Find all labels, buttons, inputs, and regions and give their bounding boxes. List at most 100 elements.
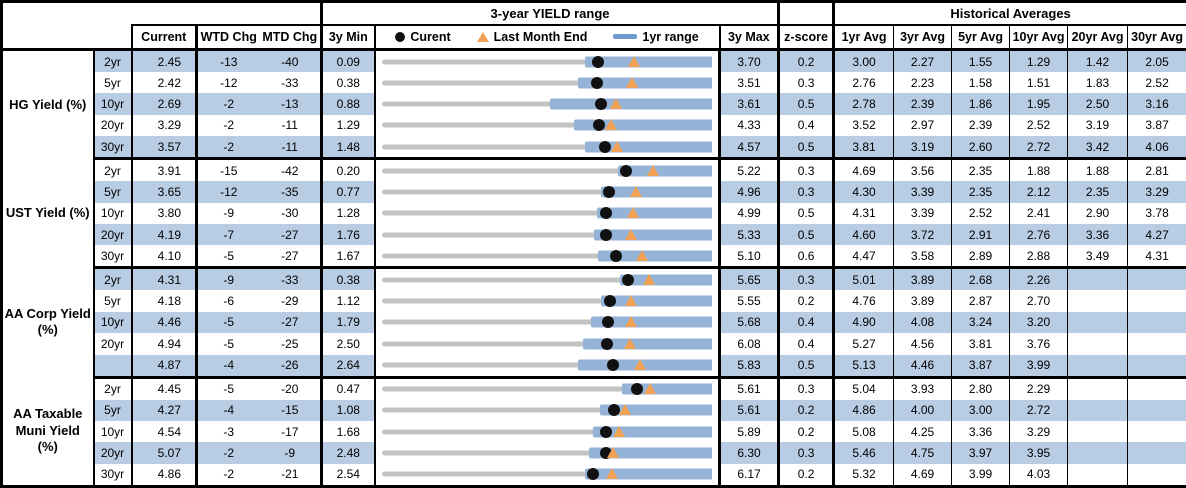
avg-cell: 3.29 xyxy=(1128,181,1186,202)
yield-range-chart xyxy=(375,355,720,378)
z-score-cell: 0.5 xyxy=(779,136,834,159)
3y-max-cell: 5.22 xyxy=(720,159,779,182)
wtd-chg-cell: -3 xyxy=(197,421,260,442)
current-dot xyxy=(603,186,615,198)
current-dot xyxy=(600,207,612,219)
wtd-chg-cell: -12 xyxy=(197,181,260,202)
yield-range-chart xyxy=(375,377,720,400)
avg-cell: 4.69 xyxy=(894,464,952,487)
3y-max-cell: 4.96 xyxy=(720,181,779,202)
avg-cell: 1.51 xyxy=(1010,72,1068,93)
3y-max-cell: 6.17 xyxy=(720,464,779,487)
avg-cell: 2.29 xyxy=(1010,377,1068,400)
avg-cell: 2.50 xyxy=(1068,93,1128,114)
3y-min-cell: 1.48 xyxy=(322,136,375,159)
yield-range-chart xyxy=(375,159,720,182)
1yr-range-bar xyxy=(601,296,712,307)
mtd-chg-cell: -30 xyxy=(260,203,322,224)
3y-max-cell: 5.33 xyxy=(720,224,779,245)
last-month-end-triangle xyxy=(625,229,637,240)
avg-cell: 2.97 xyxy=(894,115,952,136)
z-score-cell: 0.2 xyxy=(779,50,834,73)
wtd-chg-cell: -9 xyxy=(197,203,260,224)
avg-cell: 3.58 xyxy=(894,245,952,268)
current-cell: 4.86 xyxy=(132,464,197,487)
current-cell: 3.91 xyxy=(132,159,197,182)
last-month-end-triangle xyxy=(627,207,639,218)
avg-cell: 2.76 xyxy=(834,72,894,93)
avg-cell: 4.25 xyxy=(894,421,952,442)
1yr-range-bar xyxy=(585,56,712,67)
mtd-chg-cell: -26 xyxy=(260,355,322,378)
current-dot xyxy=(601,338,613,350)
3y-max-cell: 5.65 xyxy=(720,268,779,291)
last-month-end-triangle xyxy=(634,359,646,370)
avg-cell: 5.04 xyxy=(834,377,894,400)
avg-cell: 4.31 xyxy=(1128,245,1186,268)
avg-cell: 2.60 xyxy=(952,136,1010,159)
3y-max-cell: 5.10 xyxy=(720,245,779,268)
avg-cell: 5.32 xyxy=(834,464,894,487)
col-header-20yr-avg: 20yr Avg xyxy=(1068,25,1128,50)
avg-cell: 1.83 xyxy=(1068,72,1128,93)
3y-min-cell: 2.54 xyxy=(322,464,375,487)
col-header-wtd-chg: WTD Chg xyxy=(197,25,260,50)
avg-cell: 1.95 xyxy=(1010,93,1068,114)
last-month-end-triangle xyxy=(607,447,619,458)
avg-cell: 2.90 xyxy=(1068,203,1128,224)
z-score-cell: 0.2 xyxy=(779,421,834,442)
current-dot xyxy=(592,56,604,68)
avg-cell xyxy=(1068,464,1128,487)
tenor-cell: 10yr xyxy=(94,312,132,333)
3y-max-cell: 4.33 xyxy=(720,115,779,136)
avg-cell xyxy=(1128,442,1186,463)
col-header-30yr-avg: 30yr Avg xyxy=(1128,25,1186,50)
col-header-5yr-avg: 5yr Avg xyxy=(952,25,1010,50)
historical-averages-title: Historical Averages xyxy=(834,2,1186,25)
tenor-cell: 2yr xyxy=(94,268,132,291)
last-month-end-triangle xyxy=(613,426,625,437)
current-dot xyxy=(602,316,614,328)
avg-cell: 4.03 xyxy=(1010,464,1068,487)
last-month-end-triangle xyxy=(605,120,617,131)
avg-cell: 4.47 xyxy=(834,245,894,268)
legend-last-month-label: Last Month End xyxy=(494,30,588,44)
z-score-cell: 0.5 xyxy=(779,224,834,245)
z-score-cell: 0.4 xyxy=(779,333,834,354)
tenor-cell: 5yr xyxy=(94,400,132,421)
yield-range-chart xyxy=(375,464,720,487)
avg-cell: 1.86 xyxy=(952,93,1010,114)
legend-item-current: Curent xyxy=(395,30,450,44)
3y-max-cell: 5.89 xyxy=(720,421,779,442)
mtd-chg-cell: -25 xyxy=(260,333,322,354)
current-dot xyxy=(587,468,599,480)
current-dot xyxy=(631,383,643,395)
avg-cell: 2.26 xyxy=(1010,268,1068,291)
avg-cell: 3.29 xyxy=(1010,421,1068,442)
current-cell: 3.80 xyxy=(132,203,197,224)
avg-cell xyxy=(1068,400,1128,421)
avg-cell xyxy=(1128,290,1186,311)
avg-cell: 5.08 xyxy=(834,421,894,442)
yield-range-chart xyxy=(375,245,720,268)
current-cell: 4.87 xyxy=(132,355,197,378)
current-dot xyxy=(600,229,612,241)
avg-cell: 3.36 xyxy=(1068,224,1128,245)
avg-cell: 1.42 xyxy=(1068,50,1128,73)
3y-min-cell: 2.64 xyxy=(322,355,375,378)
current-cell: 4.27 xyxy=(132,400,197,421)
avg-cell: 3.89 xyxy=(894,290,952,311)
mtd-chg-cell: -15 xyxy=(260,400,322,421)
mtd-chg-cell: -35 xyxy=(260,181,322,202)
col-header-10yr-avg: 10yr Avg xyxy=(1010,25,1068,50)
avg-cell xyxy=(1128,400,1186,421)
mtd-chg-cell: -33 xyxy=(260,72,322,93)
avg-cell xyxy=(1068,442,1128,463)
avg-cell xyxy=(1128,421,1186,442)
